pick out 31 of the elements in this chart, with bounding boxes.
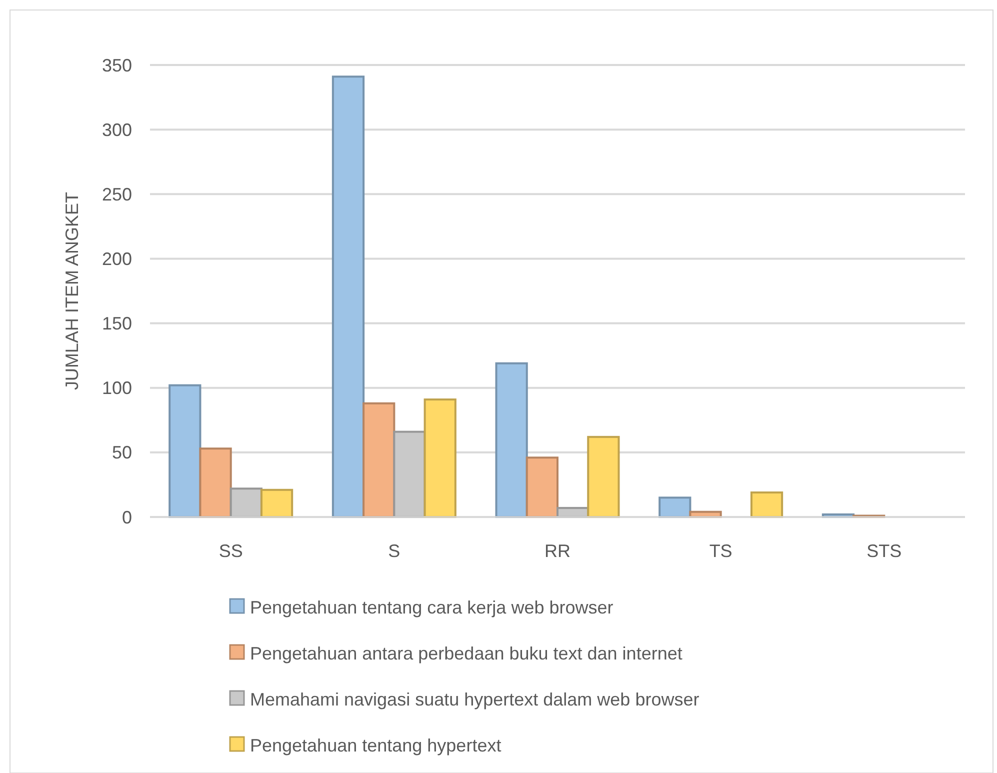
x-tick-label: TS — [709, 541, 732, 561]
legend-label: Pengetahuan tentang hypertext — [250, 735, 502, 756]
y-tick-label: 200 — [102, 249, 132, 270]
y-tick-label: 150 — [102, 314, 132, 334]
y-tick-label: 50 — [112, 442, 132, 463]
legend-label: Pengetahuan tentang cara kerja web browser — [250, 597, 614, 618]
y-tick-label: 0 — [122, 507, 132, 528]
y-axis-title: JUMLAH ITEM ANGKET — [62, 192, 82, 390]
bar — [362, 402, 396, 518]
bar — [332, 76, 365, 518]
legend-label: Pengetahuan antara perbedaan buku text dan internet — [250, 643, 682, 664]
bar — [526, 456, 558, 518]
bar — [199, 448, 232, 518]
x-tick-label: STS — [866, 541, 902, 561]
y-tick-label: 100 — [102, 378, 132, 398]
bar — [393, 430, 426, 518]
bar — [495, 362, 528, 518]
y-tick-label: 250 — [102, 184, 132, 204]
bar — [587, 436, 620, 518]
bar — [168, 384, 202, 518]
x-tick-label: SS — [218, 541, 243, 561]
y-tick-label: 350 — [102, 55, 132, 76]
x-tick-label: S — [388, 541, 400, 561]
bar — [260, 488, 294, 518]
bar — [424, 398, 456, 518]
bar — [230, 488, 262, 518]
legend-label: Memahami navigasi suatu hypertext dalam web browser — [250, 689, 700, 710]
bar — [750, 491, 784, 518]
x-tick-label: RR — [544, 541, 570, 561]
bar — [658, 496, 692, 518]
y-tick-label: 300 — [102, 120, 132, 140]
